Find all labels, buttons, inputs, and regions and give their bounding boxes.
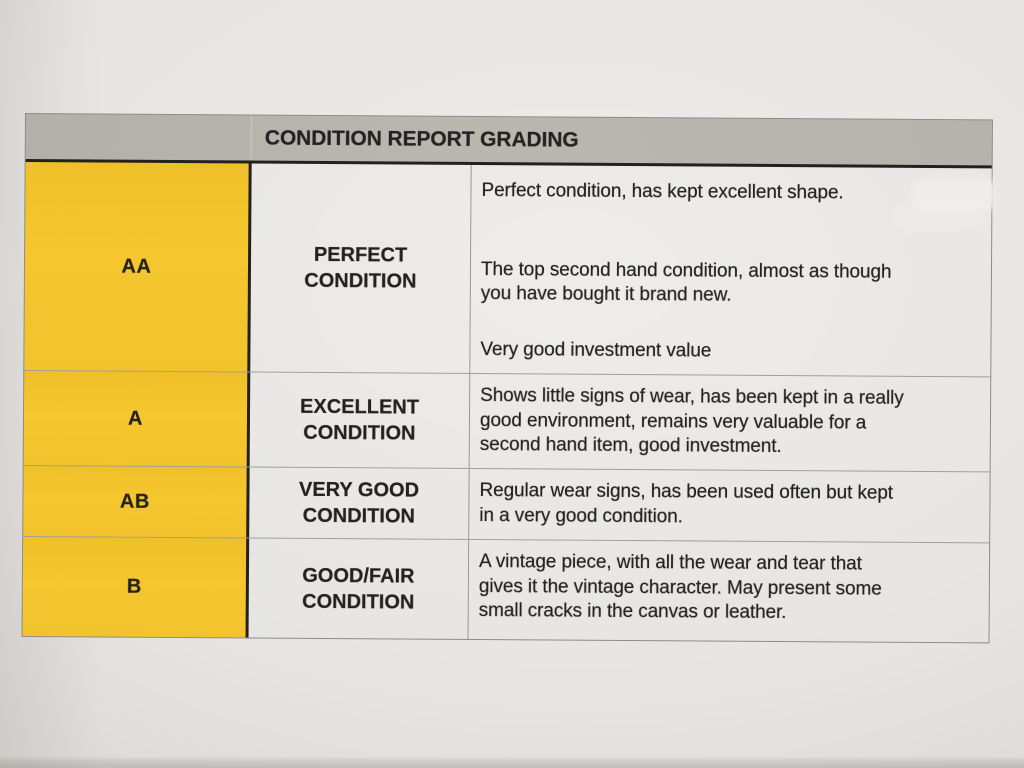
paper-edge-shadow [0,756,1024,768]
table-title: CONDITION REPORT GRADING [264,126,579,152]
description-paragraph: The top second hand condition, almost as… [480,258,892,306]
table-row-a: A EXCELLENT CONDITION Shows little signs… [23,371,991,473]
table-row-ab: AB VERY GOOD CONDITION Regular wear sign… [23,465,990,544]
header-title-cell: CONDITION REPORT GRADING [252,116,992,166]
grade-cell-b: B [22,536,250,638]
condition-cell-b: GOOD/FAIR CONDITION [248,538,470,639]
condition-cell-aa: PERFECT CONDITION [250,163,472,373]
grade-label: B [126,575,142,598]
grade-label: AA [121,255,152,278]
table-header: CONDITION REPORT GRADING [25,114,992,169]
description-cell-aa: Perfect condition, has kept excellent sh… [470,165,991,376]
table-row-b: B GOOD/FAIR CONDITION A vintage piece, w… [22,536,990,642]
condition-cell-a: EXCELLENT CONDITION [249,372,471,468]
grade-label: AB [119,490,150,513]
whiteout-mark [901,207,981,226]
description-cell-ab: Regular wear signs, has been used often … [469,469,989,542]
condition-label: GOOD/FAIR CONDITION [302,564,415,614]
description-paragraph: Very good investment value [480,338,712,362]
description-paragraph: A vintage piece, with all the wear and t… [478,551,882,624]
condition-label: PERFECT CONDITION [304,243,417,293]
header-spacer-cell [25,114,252,161]
description-paragraph: Shows little signs of wear, has been kep… [479,385,904,458]
grade-cell-aa: AA [24,162,252,372]
whiteout-mark [916,182,992,208]
condition-label: EXCELLENT CONDITION [300,395,420,445]
description-cell-b: A vintage piece, with all the wear and t… [469,540,990,642]
condition-cell-ab: VERY GOOD CONDITION [249,467,470,539]
grade-label: A [127,407,144,430]
condition-label: VERY GOOD CONDITION [298,478,420,528]
condition-grading-table: CONDITION REPORT GRADING AA PERFECT COND… [21,113,993,644]
grade-cell-a: A [23,371,251,467]
table-row-aa: AA PERFECT CONDITION Perfect condition, … [24,162,992,378]
description-paragraph: Perfect condition, has kept excellent sh… [481,180,844,204]
description-cell-a: Shows little signs of wear, has been kep… [470,374,991,471]
grade-cell-ab: AB [23,465,250,538]
description-paragraph: Regular wear signs, has been used often … [479,480,894,527]
